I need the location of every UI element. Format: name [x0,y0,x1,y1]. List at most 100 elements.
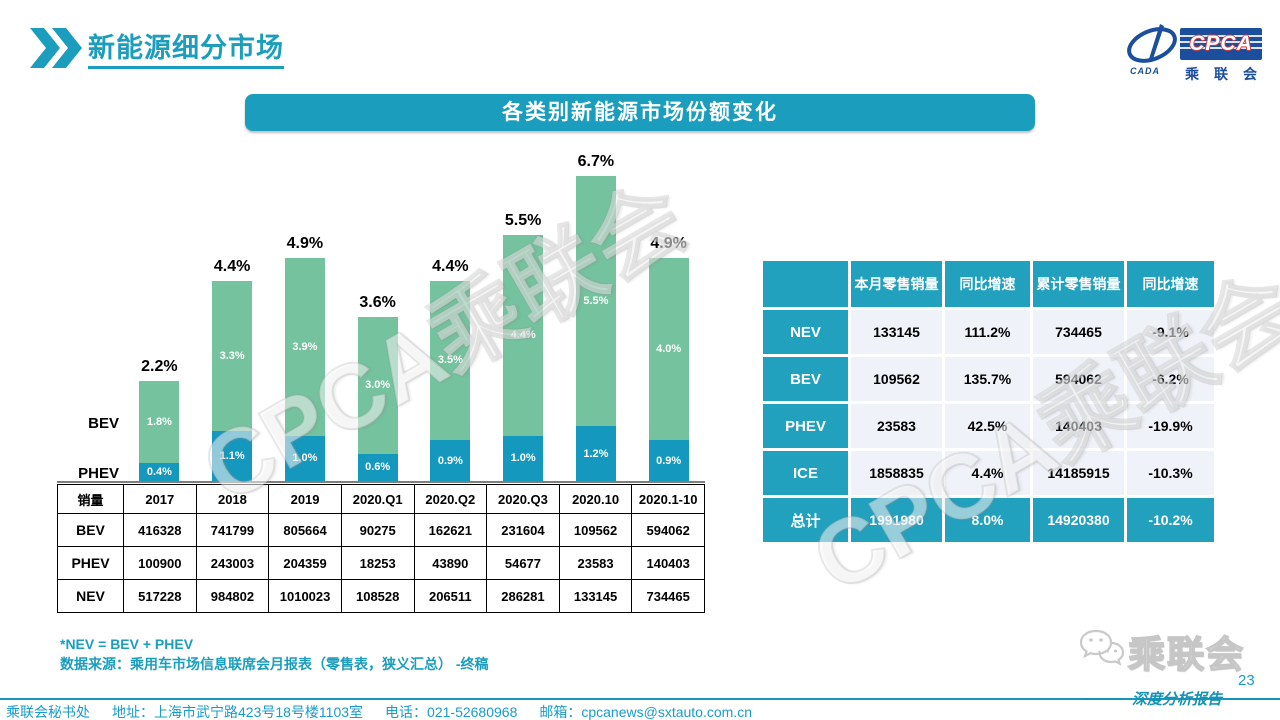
cpca-wordmark: CPCA [1180,28,1262,60]
report-type-label: 深度分析报告 [1132,690,1223,708]
series-label-phev: PHEV [78,464,119,482]
page-number: 23 [1238,672,1255,689]
sales-value-cell: 90275 [340,513,415,547]
logo-org-name: 乘联会 [1180,64,1262,84]
footer-segment: 乘联会秘书处 [6,704,90,720]
sales-value-cell: 108528 [340,579,415,613]
sales-row-BEV: BEV 416328 741799 805664 90275 162621 231604 10… [57,513,705,547]
logo-org-char: 会 [1243,66,1257,82]
bar-segment-phev: 1.1% [212,430,253,481]
sales-row-NEV: NEV 517228 984802 1010023 108528 206511 286281… [57,579,705,613]
bar-segment-phev: 0.9% [430,440,471,481]
summary-header-row: 本月零售销量 同比增速 累计零售销量 同比增速 [763,261,1214,307]
bar-group-2020.Q2: 3.5% 0.9% [430,280,471,481]
sales-value-cell: 286281 [486,579,560,613]
cpca-text: CPCA [1189,32,1253,55]
sales-value-cell: 1010023 [268,579,342,613]
sales-year-header: 2019 [268,484,342,514]
sales-table: 销量 2017 2018 2019 2020.Q1 2020.Q2 2020.Q3 2020.… [57,484,705,613]
bar-group-2020.Q3: 4.4% 1.0% [503,235,544,481]
sales-value-cell: 204359 [268,546,342,580]
summary-value-cell: 594062 [1033,357,1124,401]
sales-value-cell: 594062 [631,513,705,547]
footnotes: *NEV = BEV + PHEV 数据来源：乘用车市场信息联席会月报表（零售表… [60,634,489,674]
summary-row-label: BEV [763,357,848,401]
bar-segment-phev: 1.0% [503,435,544,481]
sales-year-header: 2020.10 [558,484,633,514]
summary-value-cell: -19.9% [1127,404,1214,448]
sales-value-cell: 805664 [268,513,342,547]
sales-year-header: 2018 [195,484,270,514]
section-banner: 各类别新能源市场份额变化 [245,94,1035,131]
bar-segment-bev: 3.3% [212,280,253,431]
sales-value-cell: 206511 [413,579,488,613]
sales-value-cell: 100900 [123,546,197,580]
report-label-line-right [1228,697,1280,700]
summary-table-container: 本月零售销量 同比增速 累计零售销量 同比增速 NEV 133145 111.2% 73446… [760,258,1217,545]
summary-value-cell: -9.1% [1127,310,1214,354]
summary-row-label: ICE [763,451,848,495]
summary-column-header: 同比增速 [1127,261,1214,307]
summary-row-ICE: ICE 1858835 4.4% 14185915 -10.3% [763,451,1214,495]
footer-divider [0,698,1280,700]
summary-value-cell: 140403 [1033,404,1124,448]
sales-table-container: 销量 2017 2018 2019 2020.Q1 2020.Q2 2020.Q3 2020.… [57,484,705,613]
bar-segment-bev: 4.0% [648,258,689,441]
bar-segment-bev: 3.5% [430,280,471,441]
sales-year-header: 2020.Q2 [413,484,488,514]
bar-segment-phev: 0.9% [648,440,689,481]
summary-table: 本月零售销量 同比增速 累计零售销量 同比增速 NEV 133145 111.2% 73446… [760,258,1217,545]
cpca-logo: CADA CPCA 乘联会 [1126,20,1262,82]
summary-row-PHEV: PHEV 23583 42.5% 140403 -19.9% [763,404,1214,448]
sales-corner-cell: 销量 [57,484,124,514]
bar-segment-phev: 0.6% [357,453,398,481]
footer-segment: 邮箱：cpcanews@sxtauto.com.cn [539,704,752,720]
bar-total-label: 6.7% [577,153,615,171]
double-chevron-icon [30,28,82,68]
sales-value-cell: 231604 [486,513,560,547]
footer-segment: 地址：上海市武宁路423号18号楼1103室 [112,704,364,720]
summary-value-cell: 1991980 [851,498,942,542]
summary-row-label: PHEV [763,404,848,448]
summary-row-label: NEV [763,310,848,354]
summary-value-cell: 135.7% [945,357,1030,401]
bar-group-2020.10: 5.5% 1.2% [575,176,616,481]
sales-value-cell: 984802 [195,579,270,613]
sales-value-cell: 133145 [558,579,633,613]
bar-segment-bev: 3.9% [284,258,325,436]
summary-column-header: 本月零售销量 [851,261,942,307]
summary-value-cell: 23583 [851,404,942,448]
wechat-account-name: 乘联会 [1127,633,1245,676]
logo-org-char: 联 [1214,66,1228,82]
note-data-source: 数据来源：乘用车市场信息联席会月报表（零售表，狭义汇总） -终稿 [60,656,489,672]
bar-segment-bev: 4.4% [503,235,544,436]
bar-segment-phev: 1.0% [284,435,325,481]
sales-year-header: 2020.1-10 [631,484,705,514]
summary-value-cell: 8.0% [945,498,1030,542]
sales-value-cell: 517228 [123,579,197,613]
bar-group-2020.1-10: 4.0% 0.9% [648,258,689,481]
summary-column-header: 同比增速 [945,261,1030,307]
sales-value-cell: 416328 [123,513,197,547]
bar-group-2017: 1.8% 0.4% [139,380,180,481]
bar-group-2019: 3.9% 1.0% [284,258,325,481]
bar-total-label: 4.4% [432,257,469,275]
summary-value-cell: 111.2% [945,310,1030,354]
footer-segment: 电话：021-52680968 [385,704,518,720]
sales-value-cell: 162621 [413,513,488,547]
bar-group-2020.Q1: 3.0% 0.6% [357,317,398,481]
market-share-chart: 1.8% 0.4% 2.2% 3.3% 1.1% 4.4% 3.9% 1.0% 4.9% 3.0%… [57,150,705,483]
summary-value-cell: 133145 [851,310,942,354]
report-label-line-left [1082,697,1126,700]
summary-value-cell: 109562 [851,357,942,401]
summary-corner-cell [763,261,848,307]
bar-total-label: 4.9% [650,235,687,253]
bar-total-label: 2.2% [141,357,178,375]
summary-value-cell: 14185915 [1033,451,1124,495]
summary-value-cell: 4.4% [945,451,1030,495]
sales-row-label: PHEV [57,546,124,580]
bar-segment-bev: 3.0% [357,317,398,454]
summary-value-cell: 734465 [1033,310,1124,354]
sales-row-PHEV: PHEV 100900 243003 204359 18253 43890 54677 235… [57,546,705,580]
